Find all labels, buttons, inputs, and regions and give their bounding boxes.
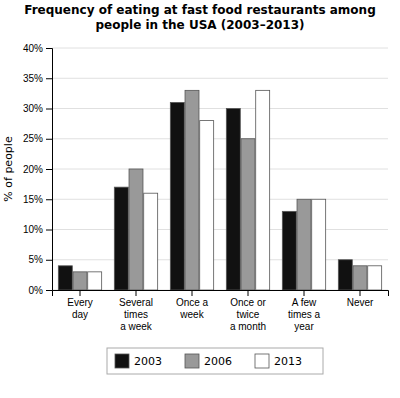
y-tick-mark	[46, 260, 52, 261]
y-tick: 40%	[23, 43, 52, 54]
bar-series	[58, 102, 352, 290]
bar	[256, 90, 270, 290]
y-tick-mark	[46, 199, 52, 200]
bar	[200, 121, 214, 290]
x-tick-mark	[360, 290, 361, 296]
y-tick-label: 0%	[29, 285, 44, 296]
bar-series	[88, 90, 382, 290]
bar	[114, 187, 128, 290]
y-tick: 25%	[23, 133, 52, 144]
y-tick: 30%	[23, 103, 52, 114]
y-tick: 35%	[23, 73, 52, 84]
grid-line	[52, 108, 388, 109]
y-tick: 0%	[29, 285, 52, 296]
y-tick-label: 15%	[23, 194, 43, 205]
y-tick: 10%	[23, 224, 52, 235]
y-tick-mark	[46, 139, 52, 140]
bar	[241, 139, 255, 290]
bar	[58, 266, 72, 290]
chart-container: Frequency of eating at fast food restaur…	[0, 0, 400, 398]
y-tick-mark	[46, 78, 52, 79]
legend-frame	[107, 348, 323, 374]
x-tick: Everyday	[67, 290, 93, 320]
bars	[58, 90, 381, 290]
y-tick-label: 35%	[23, 73, 43, 84]
x-tick-label: Never	[347, 297, 374, 308]
y-tick: 20%	[23, 164, 52, 175]
x-tick-mark	[136, 290, 137, 296]
legend-label: 2006	[204, 355, 232, 368]
y-tick: 5%	[29, 254, 52, 265]
bar	[282, 211, 296, 290]
title: Frequency of eating at fast food restaur…	[24, 3, 376, 32]
bar	[185, 90, 199, 290]
x-tick-label: Once aweek	[176, 297, 209, 320]
plot: 0% 5% 10% 15% 20% 25% 30% 35% 40% Everyday Several…	[2, 43, 389, 332]
y-tick-mark	[46, 230, 52, 231]
legend-swatch	[185, 354, 199, 368]
x-tick-mark	[248, 290, 249, 296]
x-tick-mark	[192, 290, 193, 296]
bar	[144, 193, 158, 290]
x-tick-label: Everyday	[67, 297, 93, 320]
chart-svg: Frequency of eating at fast food restaur…	[0, 0, 400, 398]
grid	[52, 48, 388, 290]
y-axis: 0% 5% 10% 15% 20% 25% 30% 35% 40%	[23, 43, 53, 296]
bar	[226, 109, 240, 291]
y-tick: 15%	[23, 194, 52, 205]
y-axis-title: % of people	[2, 136, 15, 202]
x-tick-label: Once ortwicea month	[230, 297, 267, 332]
legend: 2003 2006 2013	[107, 348, 323, 374]
legend-label: 2003	[134, 355, 162, 368]
y-tick-mark	[46, 48, 52, 49]
x-tick-label: A fewtimes ayear	[288, 297, 321, 332]
grid-line	[52, 138, 388, 139]
x-tick: Severaltimesa week	[119, 290, 153, 332]
y-tick-mark	[46, 109, 52, 110]
legend-swatch	[115, 354, 129, 368]
x-tick-mark	[80, 290, 81, 296]
grid-line	[52, 48, 388, 49]
y-tick-mark	[46, 290, 52, 291]
y-tick-label: 30%	[23, 103, 43, 114]
x-tick: Once aweek	[176, 290, 209, 320]
grid-line	[52, 229, 388, 230]
grid-line	[52, 78, 388, 79]
y-tick-label: 10%	[23, 224, 43, 235]
legend-label: 2013	[274, 355, 302, 368]
legend-swatch	[255, 354, 269, 368]
bar	[297, 199, 311, 290]
bar	[88, 272, 102, 290]
legend-item: 2013	[255, 354, 302, 368]
y-axis-line	[46, 49, 53, 291]
bar	[129, 169, 143, 290]
grid-line	[52, 169, 388, 170]
x-tick-mark	[304, 290, 305, 296]
bar	[353, 266, 367, 290]
x-tick: Never	[347, 290, 374, 308]
y-tick-label: 40%	[23, 43, 43, 54]
x-tick: A fewtimes ayear	[288, 290, 321, 332]
legend-item: 2006	[185, 354, 232, 368]
y-tick-label: 20%	[23, 164, 43, 175]
grid-line	[52, 259, 388, 260]
x-axis: Everyday Severaltimesa week Once aweek Once…	[53, 290, 389, 332]
grid-line	[52, 199, 388, 200]
bar	[338, 260, 352, 290]
legend-item: 2003	[115, 354, 162, 368]
y-tick-label: 25%	[23, 133, 43, 144]
y-tick-mark	[46, 169, 52, 170]
bar	[73, 272, 87, 290]
y-tick-label: 5%	[29, 254, 44, 265]
x-tick-label: Severaltimesa week	[119, 297, 153, 332]
x-axis-line	[53, 291, 389, 297]
bar	[368, 266, 382, 290]
bar-series	[73, 90, 367, 290]
bar	[312, 199, 326, 290]
bar	[170, 102, 184, 290]
x-tick: Once ortwicea month	[230, 290, 267, 332]
